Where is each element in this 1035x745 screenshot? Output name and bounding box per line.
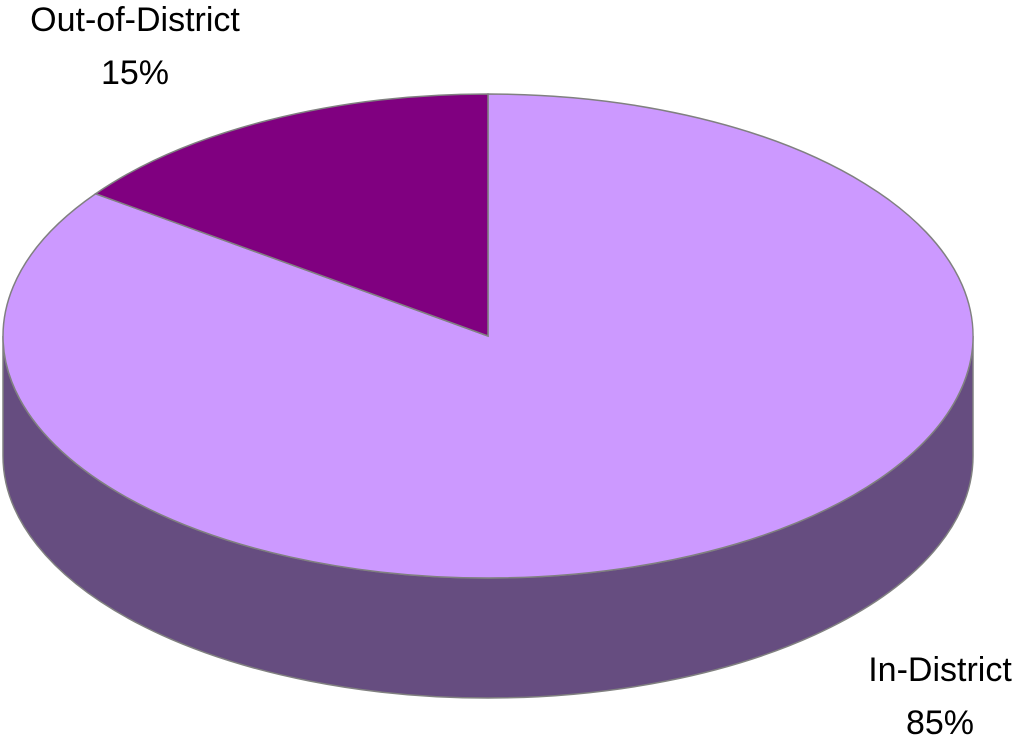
slice-value-label: 85% (906, 704, 974, 742)
slice-label: In-District (868, 651, 1012, 689)
slice (93, 93, 489, 338)
slice-label: Out-of-District (30, 1, 240, 39)
slice-value-label: 15% (101, 54, 169, 92)
